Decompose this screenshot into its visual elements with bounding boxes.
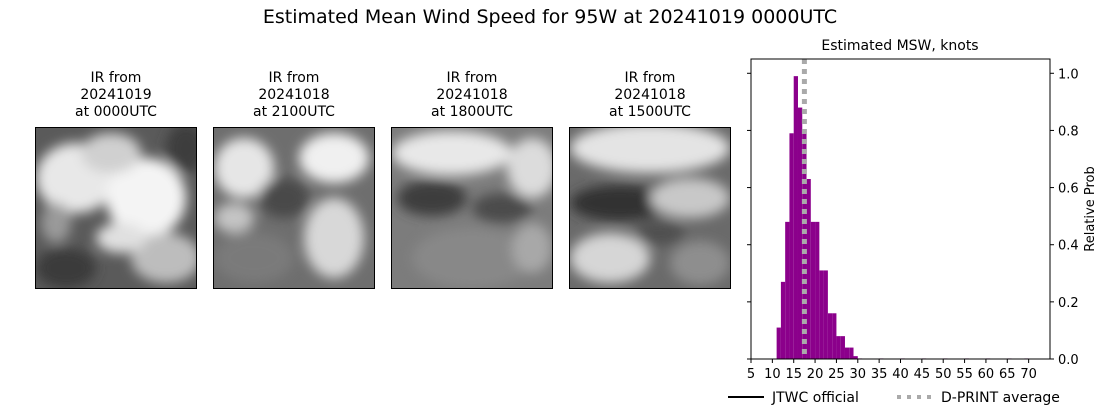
histogram-bar xyxy=(849,347,854,359)
x-tick-label: 70 xyxy=(1020,367,1037,382)
ir-satellite-image xyxy=(569,127,731,289)
histogram-bar xyxy=(819,270,824,359)
y-tick-label: 0.8 xyxy=(1058,124,1079,139)
ir-caption-time: at 0000UTC xyxy=(75,104,157,120)
ir-caption-time: at 1800UTC xyxy=(431,104,513,120)
ir-caption-line: IR from xyxy=(624,70,676,86)
y-tick-label: 0.2 xyxy=(1058,296,1079,311)
y-axis-label: Relative Prob xyxy=(1083,166,1098,251)
ir-caption-line: IR from xyxy=(268,70,320,86)
chart-title: Estimated MSW, knots xyxy=(821,38,978,54)
x-tick-label: 50 xyxy=(935,367,952,382)
x-tick-label: 25 xyxy=(828,367,845,382)
ir-caption-time: at 1500UTC xyxy=(609,104,691,120)
y-tick-label: 0.4 xyxy=(1058,239,1079,254)
ir-caption-date: 20241018 xyxy=(614,87,686,103)
histogram-bar xyxy=(806,179,811,359)
histogram-bar xyxy=(802,133,807,359)
x-tick-label: 60 xyxy=(978,367,995,382)
histogram-bar xyxy=(793,76,798,360)
histogram-bar xyxy=(844,347,850,359)
ir-panel-1: IR from 20241019 at 0000UTC xyxy=(35,70,197,289)
legend-label-jtwc: JTWC official xyxy=(771,390,859,406)
ir-satellite-image xyxy=(213,127,375,289)
ir-caption-date: 20241019 xyxy=(80,87,152,103)
histogram-bar xyxy=(815,221,820,359)
x-tick-label: 45 xyxy=(914,367,931,382)
histogram-bar xyxy=(827,313,833,359)
ir-panel-2: IR from 20241018 at 2100UTC xyxy=(213,70,375,289)
x-tick-label: 35 xyxy=(871,367,888,382)
ir-caption: IR from 20241018 at 1500UTC xyxy=(569,70,731,123)
histogram-bar xyxy=(785,221,790,359)
histogram-bar xyxy=(840,336,845,359)
ir-satellite-image xyxy=(391,127,553,289)
x-tick-label: 55 xyxy=(956,367,973,382)
histogram-bar xyxy=(810,221,816,359)
ir-caption-date: 20241018 xyxy=(258,87,330,103)
histogram-bar xyxy=(832,313,837,359)
x-tick-label: 15 xyxy=(785,367,802,382)
x-tick-label: 30 xyxy=(850,367,867,382)
histogram-bar xyxy=(797,107,803,359)
ir-caption: IR from 20241018 at 2100UTC xyxy=(213,70,375,123)
legend-label-dprint: D-PRINT average xyxy=(941,390,1060,406)
ir-panel-4: IR from 20241018 at 1500UTC xyxy=(569,70,731,289)
ir-caption-time: at 2100UTC xyxy=(253,104,335,120)
ir-caption-line: IR from xyxy=(90,70,142,86)
x-tick-label: 20 xyxy=(807,367,824,382)
x-tick-label: 10 xyxy=(764,367,781,382)
ir-caption: IR from 20241019 at 0000UTC xyxy=(35,70,197,123)
ir-caption: IR from 20241018 at 1800UTC xyxy=(391,70,553,123)
histogram-bar xyxy=(776,327,781,359)
histogram-bar xyxy=(789,133,794,359)
y-tick-label: 0.6 xyxy=(1058,182,1079,197)
x-tick-label: 5 xyxy=(747,367,755,382)
ir-panel-3: IR from 20241018 at 1800UTC xyxy=(391,70,553,289)
x-tick-label: 40 xyxy=(892,367,909,382)
x-tick-label: 65 xyxy=(999,367,1016,382)
y-tick-label: 0.0 xyxy=(1058,353,1079,368)
histogram-bar xyxy=(823,270,828,359)
ir-satellite-image xyxy=(35,127,197,289)
ir-caption-date: 20241018 xyxy=(436,87,508,103)
legend: JTWC official D-PRINT average xyxy=(728,390,1060,406)
ir-caption-line: IR from xyxy=(446,70,498,86)
histogram-bar xyxy=(853,356,858,359)
figure-title: Estimated Mean Wind Speed for 95W at 202… xyxy=(262,6,838,28)
histogram-bar xyxy=(780,281,786,359)
histogram-bar xyxy=(836,336,841,359)
y-tick-label: 1.0 xyxy=(1058,67,1079,82)
